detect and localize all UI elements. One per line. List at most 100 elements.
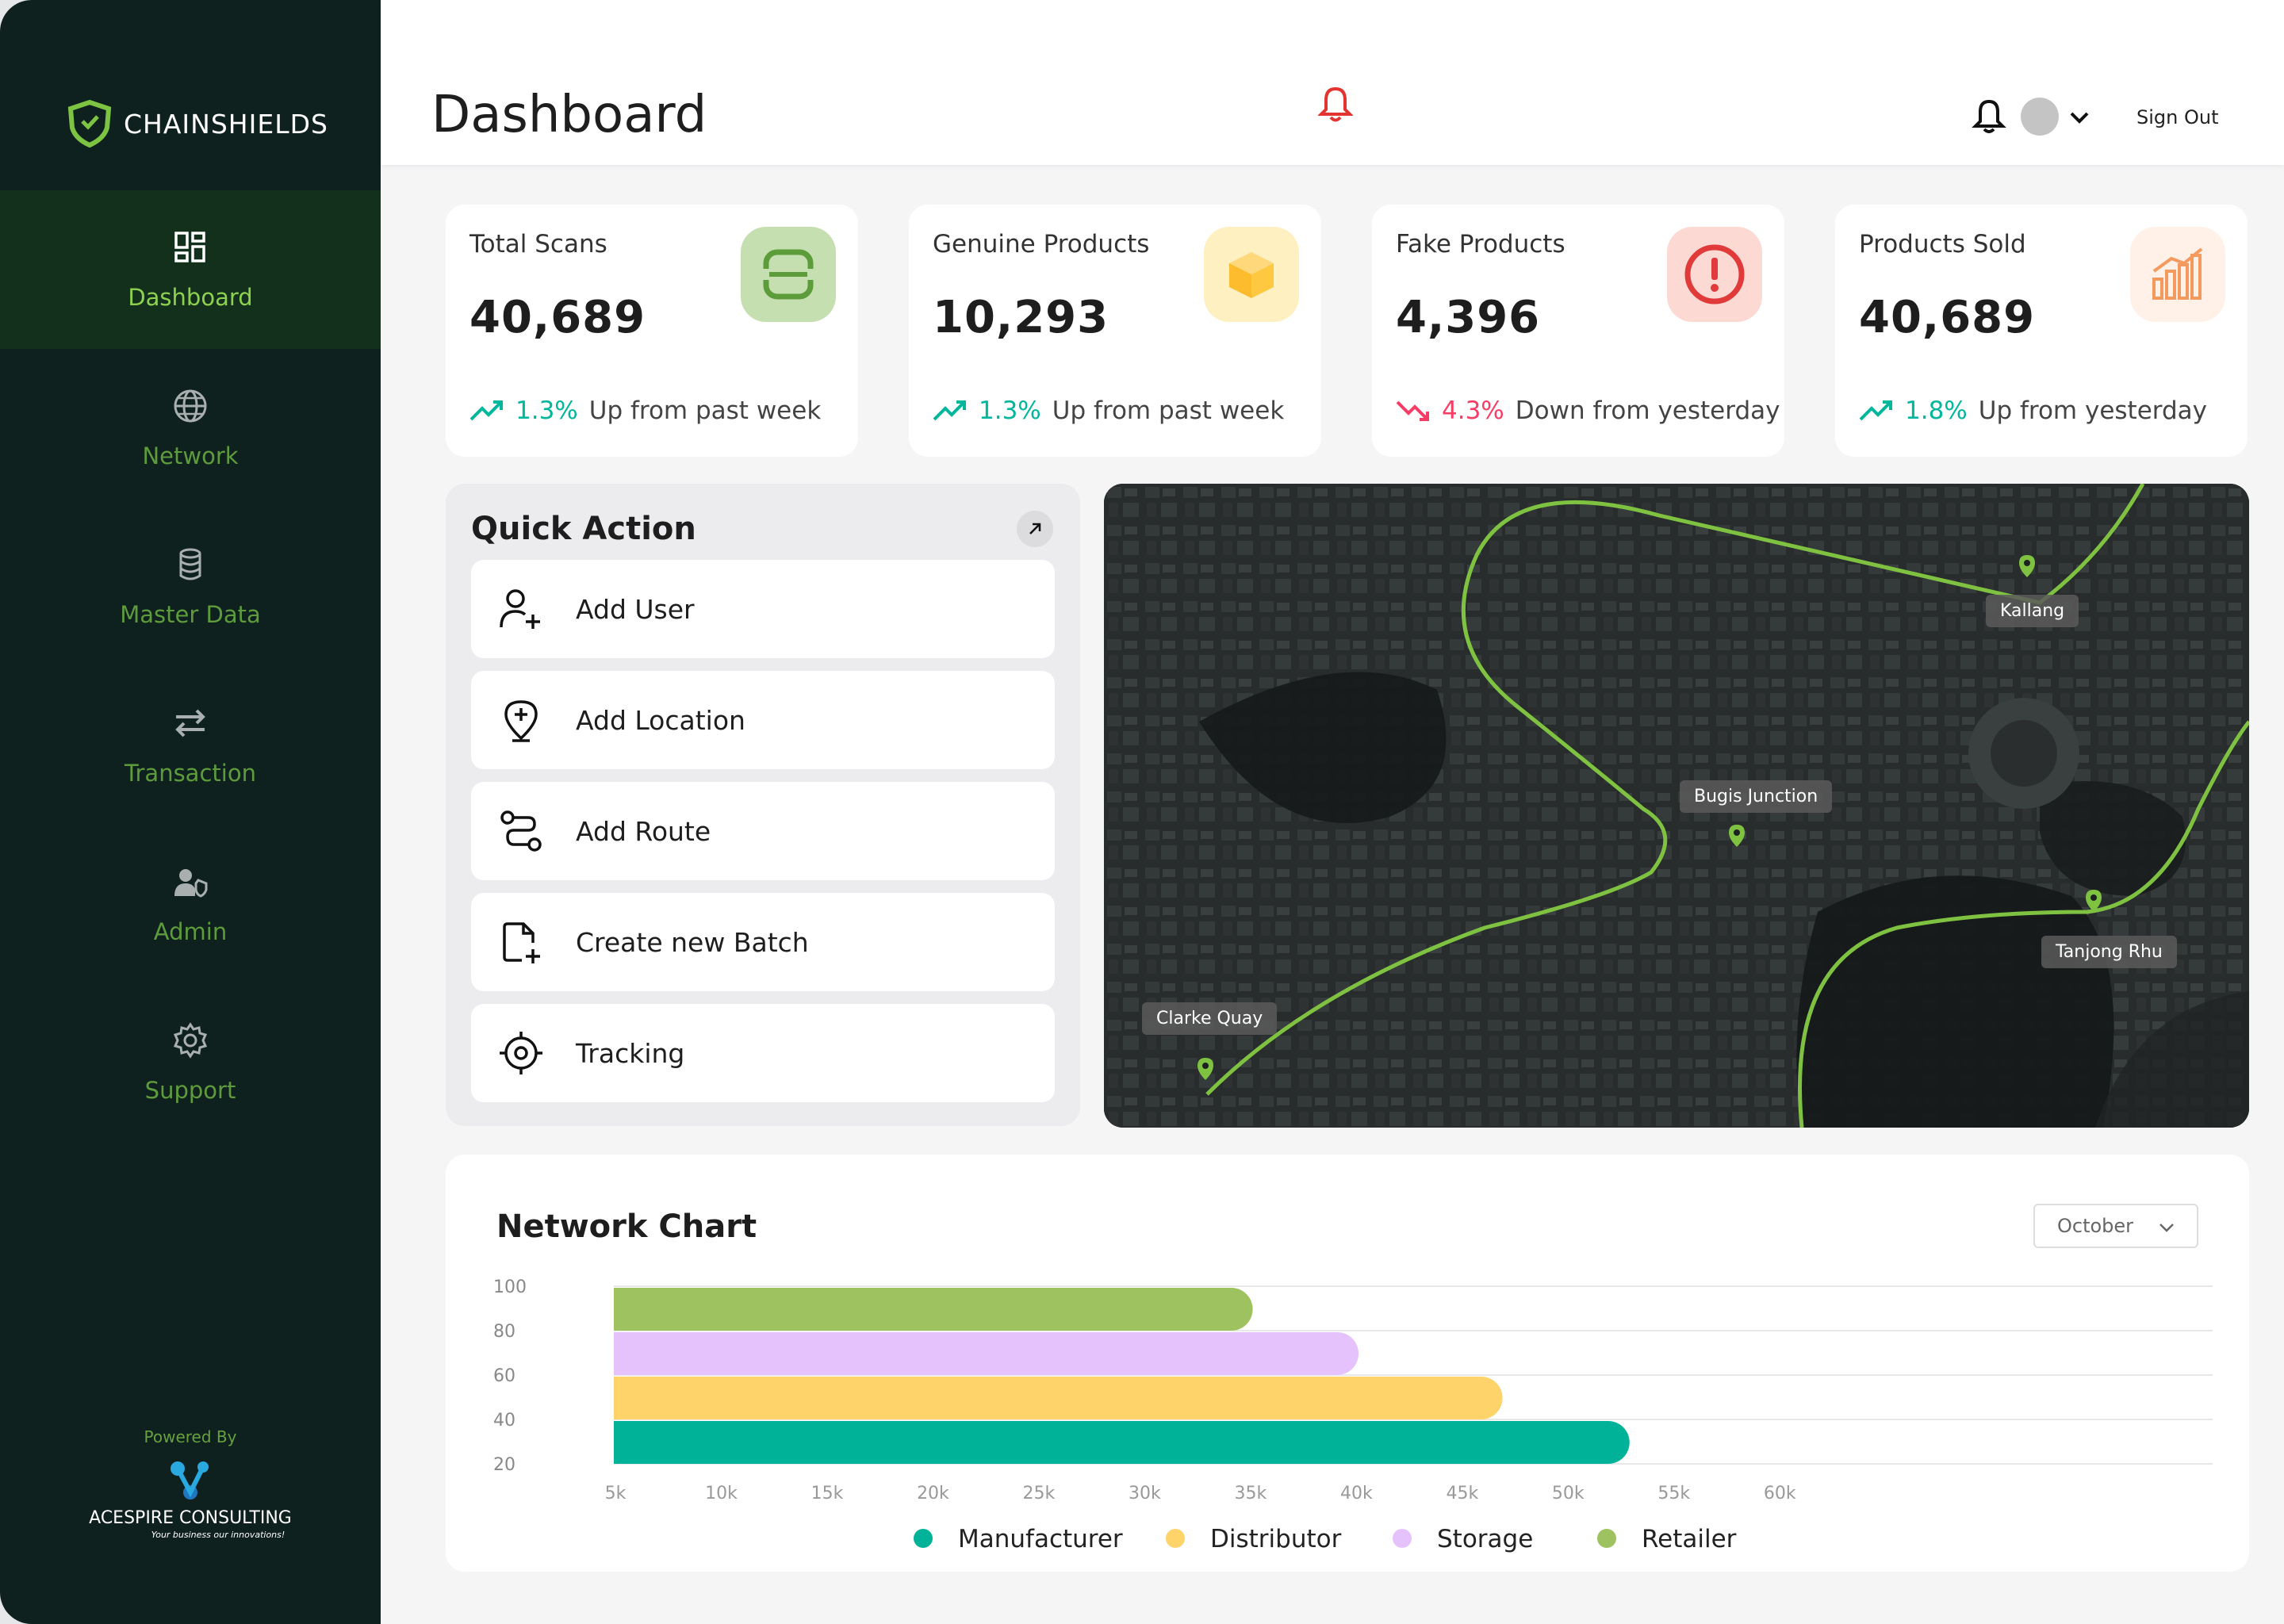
stat-value: 40,689 <box>469 292 646 343</box>
x-tick-label: 25k <box>1023 1484 1056 1503</box>
network-chart-card: Network Chart October 100 80 60 40 20 5k 10k 15… <box>446 1155 2249 1572</box>
map-pin-icon[interactable] <box>1729 825 1745 847</box>
stat-card-total-scans: Total Scans 40,689 1.3% Up from past wee… <box>446 205 858 457</box>
x-tick-label: 35k <box>1235 1484 1267 1503</box>
acespire-mark-icon <box>171 1461 209 1500</box>
sidebar-item-label: Transaction <box>125 760 256 787</box>
stat-trend: 1.3% Up from past week <box>933 396 1284 425</box>
chevron-down-icon[interactable] <box>2067 105 2092 130</box>
quick-action-label: Add Location <box>576 704 745 736</box>
globe-icon <box>174 389 207 423</box>
map-label-bugis-junction: Bugis Junction <box>1680 780 1833 813</box>
y-tick-label: 20 <box>493 1455 515 1475</box>
chevron-down-icon <box>2159 1224 2174 1232</box>
stat-card-genuine-products: Genuine Products 10,293 1.3% Up from pas… <box>909 205 1321 457</box>
y-tick-label: 80 <box>493 1322 515 1342</box>
legend-label: Storage <box>1437 1525 1533 1553</box>
y-tick-label: 40 <box>493 1411 515 1431</box>
notification-bell-icon[interactable] <box>1972 98 2006 135</box>
main-content: Dashboard Sign Out Total Scans 40,689 <box>381 0 2284 1624</box>
quick-action-label: Add Route <box>576 815 711 847</box>
x-tick-label: 45k <box>1446 1484 1478 1503</box>
bar-retailer <box>614 1288 1253 1331</box>
sign-out-link[interactable]: Sign Out <box>2136 106 2219 128</box>
stat-trend-text: Up from past week <box>588 396 822 425</box>
stat-value: 4,396 <box>1396 292 1541 343</box>
new-file-icon <box>503 922 540 963</box>
quick-action-tracking[interactable]: Tracking <box>471 1004 1055 1102</box>
add-user-icon <box>500 589 540 629</box>
quick-action-title: Quick Action <box>471 511 696 547</box>
scan-icon <box>741 227 836 322</box>
sidebar-item-label: Master Data <box>120 601 261 628</box>
month-select[interactable]: October <box>2033 1204 2198 1248</box>
route-icon <box>500 810 542 852</box>
sidebar-item-support[interactable]: Support <box>0 983 381 1142</box>
quick-action-add-route[interactable]: Add Route <box>471 782 1055 880</box>
sidebar-item-label: Dashboard <box>128 284 253 311</box>
stat-value: 10,293 <box>933 292 1109 343</box>
x-tick-label: 60k <box>1764 1484 1796 1503</box>
shield-logo-icon <box>67 99 112 148</box>
quick-action-add-location[interactable]: Add Location <box>471 671 1055 769</box>
trending-up-icon <box>933 400 966 421</box>
network-map[interactable]: Kallang Bugis Junction Tanjong Rhu Clark… <box>1104 484 2249 1128</box>
sidebar-item-admin[interactable]: Admin <box>0 825 381 983</box>
stat-label: Genuine Products <box>933 230 1150 259</box>
add-location-icon <box>504 700 538 742</box>
sidebar-item-master-data[interactable]: Master Data <box>0 508 381 666</box>
quick-action-label: Create new Batch <box>576 926 809 958</box>
alert-bell-icon[interactable] <box>1318 86 1353 124</box>
bar-manufacturer-left <box>614 1421 638 1464</box>
x-tick-label: 5k <box>605 1484 627 1503</box>
bar-distributor <box>614 1377 1503 1419</box>
month-select-value: October <box>2057 1215 2134 1237</box>
admin-icon <box>174 869 208 898</box>
box-icon <box>1204 227 1299 322</box>
route-line-secondary <box>1798 720 2249 1128</box>
stat-label: Products Sold <box>1859 230 2026 259</box>
sidebar-item-network[interactable]: Network <box>0 349 381 508</box>
quick-action-add-user[interactable]: Add User <box>471 560 1055 658</box>
brand-name: CHAINSHIELDS <box>124 108 328 140</box>
x-tick-label: 50k <box>1552 1484 1585 1503</box>
map-pin-icon[interactable] <box>1198 1058 1213 1080</box>
sidebar-item-label: Network <box>142 442 239 469</box>
user-avatar[interactable] <box>2021 98 2059 136</box>
arrow-up-right-icon <box>1029 523 1041 534</box>
map-pin-icon[interactable] <box>2019 555 2035 577</box>
bar-chart-icon <box>2130 227 2225 322</box>
dashboard-icon <box>174 232 205 262</box>
quick-action-panel: Quick Action Add User Add Location <box>446 484 1080 1126</box>
alert-icon <box>1667 227 1762 322</box>
top-header: Dashboard Sign Out <box>381 0 2284 165</box>
route-line-primary <box>1205 484 2145 1096</box>
map-pin-icon[interactable] <box>2086 890 2102 912</box>
stat-percent: 4.3% <box>1442 396 1504 425</box>
sidebar-item-label: Support <box>144 1077 236 1104</box>
stat-trend-text: Up from past week <box>1052 396 1285 425</box>
database-icon <box>179 548 201 580</box>
stat-card-products-sold: Products Sold 40,689 1.8% Up from yester… <box>1835 205 2248 457</box>
company-tagline: Your business our innovations! <box>151 1530 286 1540</box>
stat-label: Total Scans <box>469 230 607 259</box>
y-tick-label: 60 <box>493 1366 515 1386</box>
legend-swatch <box>1393 1529 1412 1548</box>
trending-up-icon <box>1859 400 1892 421</box>
x-tick-label: 40k <box>1340 1484 1373 1503</box>
sidebar-item-dashboard[interactable]: Dashboard <box>0 190 381 349</box>
quick-action-create-batch[interactable]: Create new Batch <box>471 893 1055 991</box>
x-tick-label: 10k <box>705 1484 738 1503</box>
gear-icon <box>173 1022 208 1059</box>
powered-by-label: Powered By <box>144 1427 237 1446</box>
sidebar-item-transaction[interactable]: Transaction <box>0 666 381 825</box>
stat-percent: 1.3% <box>515 396 578 425</box>
bar-manufacturer <box>614 1421 1630 1464</box>
page-title: Dashboard <box>431 86 707 144</box>
chart-plot: 100 80 60 40 20 5k 10k 15k 20k 25k 30k 35k 40k 45k 50k… <box>493 1277 2213 1553</box>
expand-button[interactable] <box>1017 511 1053 547</box>
y-tick-label: 100 <box>493 1277 527 1297</box>
chart-title: Network Chart <box>496 1208 757 1245</box>
stat-percent: 1.8% <box>1905 396 1968 425</box>
brand-logo[interactable]: CHAINSHIELDS <box>65 98 328 149</box>
